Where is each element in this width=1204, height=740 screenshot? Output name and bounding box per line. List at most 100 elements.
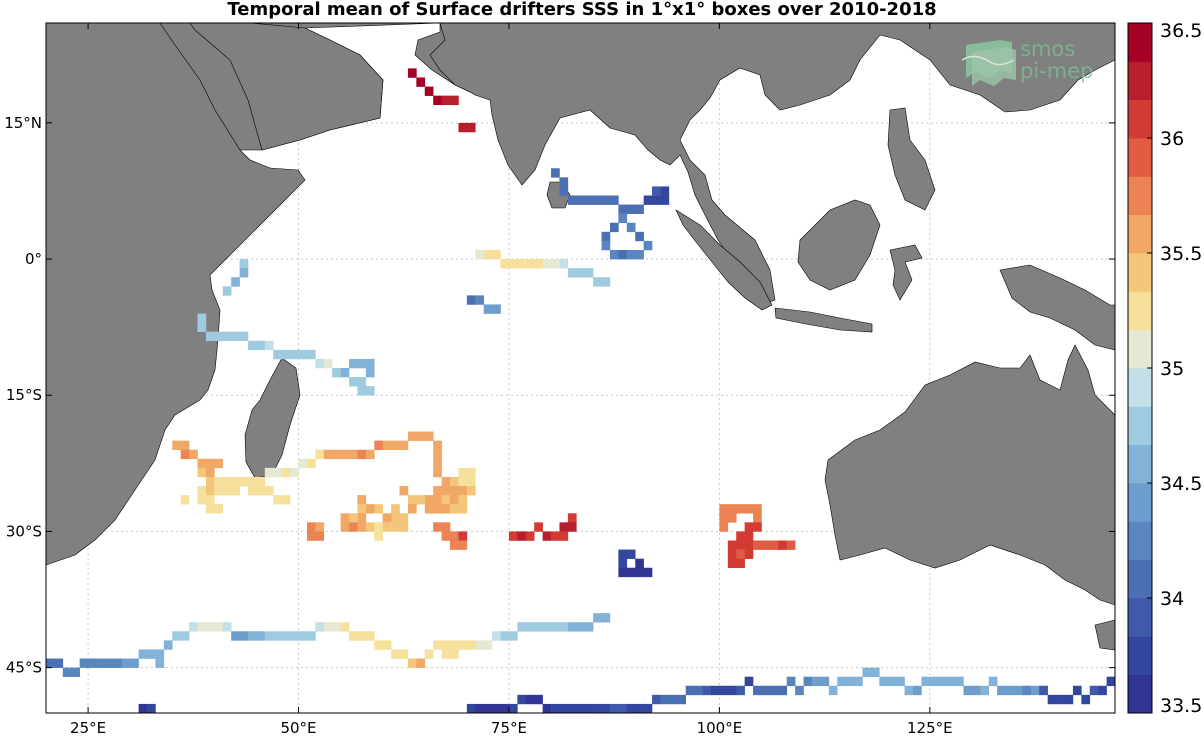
sss-cell xyxy=(88,658,97,668)
sss-cell xyxy=(239,268,249,278)
sss-cell xyxy=(340,622,350,632)
sss-cell xyxy=(736,540,745,550)
sss-cell xyxy=(424,495,434,505)
colorbar-swatch xyxy=(1128,99,1152,139)
sss-cell xyxy=(349,377,358,387)
sss-cell xyxy=(239,259,249,269)
colorbar-swatch xyxy=(1128,176,1152,216)
sss-cell xyxy=(988,676,998,687)
sss-cell xyxy=(298,349,308,360)
sss-cell xyxy=(517,622,527,632)
land-java xyxy=(774,307,873,333)
sss-cell xyxy=(138,649,148,659)
sss-cell xyxy=(702,685,712,696)
sss-cell xyxy=(635,204,644,214)
sss-cell xyxy=(138,703,148,714)
sss-cell xyxy=(508,531,518,541)
sss-cell xyxy=(736,558,745,569)
sss-cell xyxy=(374,640,383,650)
sss-cell xyxy=(441,495,451,505)
sss-cell xyxy=(441,504,451,514)
sss-cell xyxy=(357,631,367,641)
sss-cell xyxy=(281,349,291,360)
sss-cell xyxy=(399,513,409,523)
sss-cell xyxy=(508,703,518,714)
sss-cell xyxy=(551,703,560,714)
sss-cell xyxy=(753,513,762,523)
colorbar-tick-label: 36.5 xyxy=(1160,20,1202,42)
sss-cell xyxy=(189,449,198,460)
sss-cell xyxy=(441,95,451,106)
sss-cell xyxy=(172,631,181,641)
sss-cell xyxy=(635,703,644,714)
sss-cell xyxy=(315,522,325,532)
sss-cell xyxy=(803,676,813,687)
sss-cell xyxy=(214,504,224,514)
sss-cell xyxy=(761,540,771,550)
sss-cell xyxy=(357,358,367,369)
colorbar-tick-label: 35.5 xyxy=(1160,243,1202,265)
sss-cell xyxy=(239,331,249,342)
sss-cell xyxy=(214,486,224,496)
sss-cell xyxy=(441,486,451,496)
sss-cell xyxy=(601,231,611,242)
sss-cell xyxy=(744,540,754,550)
logo-text-pimep: pi-mep xyxy=(1020,59,1093,83)
colorbar: 36.5 36 35.5 35 34.5 34 33.5 xyxy=(1127,20,1202,717)
sss-cell xyxy=(222,286,232,296)
sss-cell xyxy=(248,476,257,487)
sss-cell xyxy=(601,277,611,287)
sss-cell xyxy=(727,540,737,550)
sss-cell xyxy=(416,495,426,505)
sss-cell xyxy=(601,240,611,251)
sss-cell xyxy=(753,685,762,696)
longitude-axis: 25°E 50°E 75°E 100°E 125°E xyxy=(70,23,953,737)
lon-tick-label: 50°E xyxy=(280,719,316,737)
sss-cell xyxy=(525,531,535,541)
sss-cell xyxy=(466,703,476,714)
sss-cell xyxy=(584,195,594,205)
sss-cell xyxy=(753,522,762,532)
sss-cell xyxy=(778,685,788,696)
sss-cell xyxy=(205,504,215,514)
sss-cell xyxy=(441,522,451,532)
sss-cell xyxy=(508,631,518,641)
sss-cell xyxy=(525,622,535,632)
sss-cell xyxy=(197,458,207,469)
sss-cell xyxy=(500,631,510,641)
sss-cell xyxy=(96,658,106,668)
sss-cell xyxy=(862,667,872,677)
sss-cell xyxy=(1030,685,1040,696)
sss-cell xyxy=(786,540,796,550)
lat-tick-label: 15°N xyxy=(4,114,42,132)
sss-cell xyxy=(584,268,594,278)
sss-cell xyxy=(854,676,863,687)
sss-cell xyxy=(374,531,383,541)
sss-cell xyxy=(205,622,215,632)
sss-cell xyxy=(315,449,325,460)
sss-cell xyxy=(744,522,754,532)
sss-cell xyxy=(525,694,535,705)
sss-cell xyxy=(407,495,417,505)
sss-cell xyxy=(382,640,392,650)
sss-cell xyxy=(256,476,266,487)
sss-cell xyxy=(374,504,383,514)
sss-cell xyxy=(450,640,459,650)
sss-cell xyxy=(1022,685,1032,696)
sss-cell xyxy=(567,195,577,205)
sss-cell xyxy=(239,631,249,641)
sss-cell xyxy=(1056,694,1065,705)
sss-cell xyxy=(323,622,333,632)
sss-cell xyxy=(365,631,375,641)
sss-cell xyxy=(668,694,678,705)
sss-cell xyxy=(727,513,737,523)
sss-cell xyxy=(593,195,602,205)
sss-cell xyxy=(205,495,215,505)
sss-cell xyxy=(744,531,754,541)
sss-cell xyxy=(618,549,628,559)
sss-cell xyxy=(508,259,518,269)
sss-cell xyxy=(626,249,636,260)
sss-cell xyxy=(567,513,577,523)
colorbar-tick-label: 36 xyxy=(1160,128,1184,150)
